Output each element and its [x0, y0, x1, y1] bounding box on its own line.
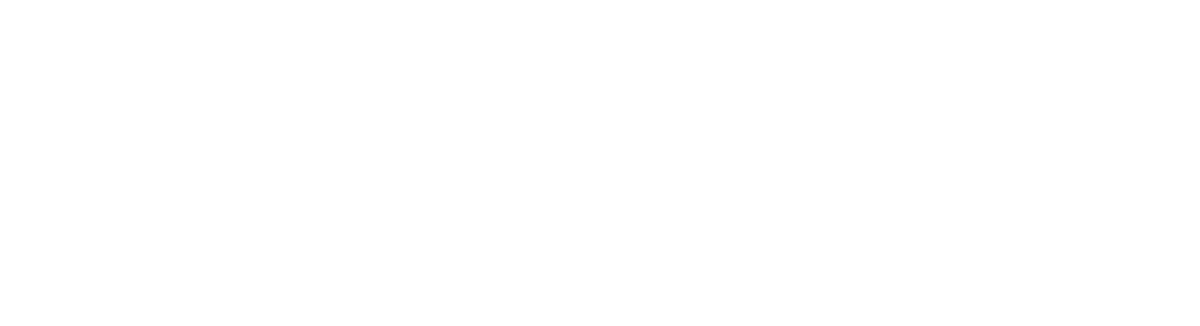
- Text: Businesses
per capita: Businesses per capita: [1033, 259, 1130, 302]
- Text: Total businesses
(annual change): Total businesses (annual change): [288, 259, 431, 302]
- Bar: [569, 18, 631, 178]
- Bar: [563, 8, 637, 187]
- Text: $: $: [98, 90, 109, 105]
- Circle shape: [299, 129, 311, 145]
- Text: +1.7%: +1.7%: [274, 173, 444, 218]
- Text: 65/1000: 65/1000: [974, 173, 1189, 218]
- Circle shape: [320, 139, 332, 155]
- Text: 16,380: 16,380: [28, 173, 209, 218]
- Text: Actively trading
NT businesses: Actively trading NT businesses: [49, 259, 187, 302]
- Bar: [810, 18, 871, 178]
- Text: 14.6%: 14.6%: [758, 173, 923, 218]
- Bar: [803, 8, 878, 187]
- Circle shape: [398, 54, 410, 70]
- Text: 17%: 17%: [544, 173, 656, 218]
- Text: Entry rate: Entry rate: [557, 271, 643, 289]
- Circle shape: [343, 103, 355, 119]
- Text: Exit rate: Exit rate: [804, 271, 878, 289]
- Circle shape: [372, 119, 384, 135]
